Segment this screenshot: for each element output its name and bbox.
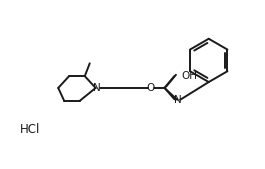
- Text: OH: OH: [181, 71, 197, 81]
- Text: O: O: [147, 83, 155, 93]
- Text: N: N: [174, 95, 182, 105]
- Text: HCl: HCl: [20, 123, 40, 136]
- Text: N: N: [93, 83, 100, 93]
